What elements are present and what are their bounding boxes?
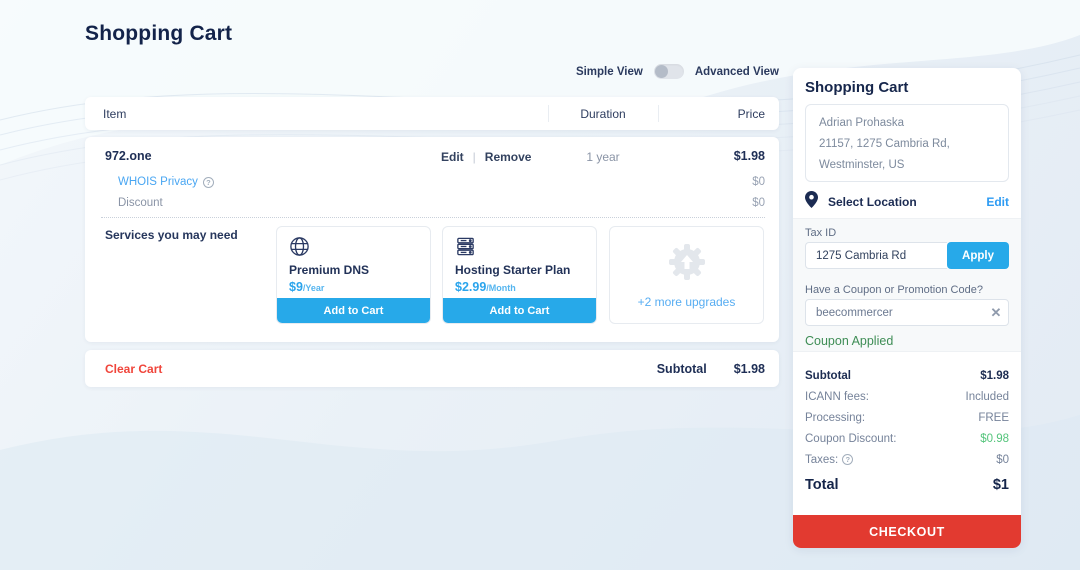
header-item: Item: [103, 106, 127, 121]
item-duration: 1 year: [586, 150, 620, 164]
address-line2: Westminster, US: [819, 159, 905, 171]
edit-location-link[interactable]: Edit: [986, 195, 1009, 209]
sidebar-title: Shopping Cart: [805, 79, 909, 96]
view-toggle-row: Simple View Advanced View: [85, 64, 779, 79]
globe-icon: [289, 236, 310, 262]
summary-label: Processing:: [805, 411, 866, 424]
clear-cart-link[interactable]: Clear Cart: [105, 361, 163, 376]
select-location-row: Select Location Edit: [805, 191, 1009, 213]
services-label: Services you may need: [105, 228, 238, 242]
service-card-hosting: Hosting Starter Plan $2.99/Month Add to …: [442, 226, 597, 324]
subtotal-value: $1.98: [733, 361, 765, 376]
discount-price: $0: [752, 197, 765, 209]
more-upgrades-link[interactable]: +2 more upgrades: [637, 295, 736, 309]
item-actions: Edit | Remove: [441, 150, 531, 164]
discount-label: Discount: [118, 197, 163, 209]
service-card-premium-dns: Premium DNS $9/Year Add to Cart: [276, 226, 431, 324]
header-divider: [658, 105, 659, 122]
apply-tax-button[interactable]: Apply: [947, 242, 1009, 269]
summary-label: ICANN fees:: [805, 390, 869, 403]
gear-upgrade-icon: [666, 241, 708, 288]
server-icon: [455, 236, 476, 262]
help-circle-icon[interactable]: ?: [842, 454, 854, 465]
coupon-input[interactable]: [806, 306, 984, 319]
address-name: Adrian Prohaska: [819, 117, 905, 129]
edit-item-link[interactable]: Edit: [441, 150, 464, 164]
coupon-label: Have a Coupon or Promotion Code?: [805, 284, 983, 296]
add-to-cart-button[interactable]: Add to Cart: [443, 298, 596, 323]
view-toggle-switch[interactable]: [653, 64, 684, 79]
summary-row-taxes: Taxes: ? $0: [805, 449, 1009, 470]
coupon-applied-status: Coupon Applied: [805, 334, 894, 348]
tax-id-input[interactable]: [805, 242, 947, 269]
item-price: $1.98: [733, 149, 765, 163]
subtotal-label: Subtotal: [656, 361, 707, 376]
service-title: Premium DNS: [289, 263, 370, 277]
service-title: Hosting Starter Plan: [455, 263, 571, 277]
order-summary-panel: Shopping Cart Adrian Prohaska 21157, 127…: [793, 68, 1021, 548]
advanced-view-label[interactable]: Advanced View: [694, 65, 779, 78]
total-value: $1: [992, 477, 1009, 493]
service-period: /Year: [302, 283, 325, 293]
service-price: $9: [289, 280, 303, 294]
summary-label: Coupon Discount:: [805, 432, 897, 445]
summary-value: $1.98: [980, 369, 1009, 382]
toggle-knob: [654, 65, 668, 78]
summary-value: FREE: [978, 411, 1009, 424]
cart-item-card: 972.one Edit | Remove 1 year $1.98 WHOIS P…: [85, 137, 779, 342]
summary-label: Taxes:: [805, 453, 839, 466]
summary-row-icann: ICANN fees: Included: [805, 386, 1009, 407]
summary-row-coupon-discount: Coupon Discount: $0.98: [805, 428, 1009, 449]
summary-row-total: Total $1: [805, 472, 1009, 498]
checkout-button[interactable]: CHECKOUT: [793, 515, 1021, 548]
simple-view-label[interactable]: Simple View: [575, 65, 643, 78]
remove-item-link[interactable]: Remove: [484, 150, 532, 164]
cart-table-header: Item Duration Price: [85, 97, 779, 130]
tax-coupon-section: Tax ID Apply Have a Coupon or Promotion …: [793, 218, 1021, 352]
add-to-cart-button[interactable]: Add to Cart: [277, 298, 430, 323]
header-price: Price: [737, 106, 765, 121]
actions-separator: |: [472, 150, 476, 164]
header-duration: Duration: [580, 106, 626, 121]
page-title: Shopping Cart: [85, 22, 233, 45]
whois-privacy-row: WHOIS Privacy ? $0: [118, 174, 765, 190]
service-period: /Month: [486, 283, 516, 293]
summary-row-subtotal: Subtotal $1.98: [805, 365, 1009, 386]
discount-row: Discount $0: [118, 195, 765, 211]
cart-footer-card: Clear Cart Subtotal $1.98: [85, 350, 779, 387]
coupon-input-box: ✕: [805, 299, 1009, 326]
whois-privacy-price: $0: [752, 176, 765, 188]
help-circle-icon[interactable]: ?: [202, 176, 214, 188]
clear-x-icon[interactable]: ✕: [990, 304, 1002, 320]
more-upgrades-card[interactable]: +2 more upgrades: [609, 226, 764, 324]
domain-name: 972.one: [105, 149, 152, 163]
tax-id-label: Tax ID: [805, 227, 837, 239]
order-summary: Subtotal $1.98 ICANN fees: Included Proc…: [805, 365, 1009, 498]
whois-privacy-link[interactable]: WHOIS Privacy: [118, 176, 198, 188]
header-divider: [548, 105, 549, 122]
summary-row-processing: Processing: FREE: [805, 407, 1009, 428]
service-price: $2.99: [455, 280, 487, 294]
location-pin-icon: [805, 191, 818, 213]
total-label: Total: [805, 477, 839, 493]
dotted-divider: [101, 217, 765, 218]
summary-label: Subtotal: [805, 369, 851, 382]
billing-address-box: Adrian Prohaska 21157, 1275 Cambria Rd, …: [805, 104, 1009, 182]
select-location-label[interactable]: Select Location: [828, 195, 917, 209]
summary-value: $0: [996, 453, 1009, 466]
summary-value: $0.98: [980, 432, 1009, 445]
address-line1: 21157, 1275 Cambria Rd,: [819, 138, 950, 150]
summary-value: Included: [965, 390, 1009, 403]
